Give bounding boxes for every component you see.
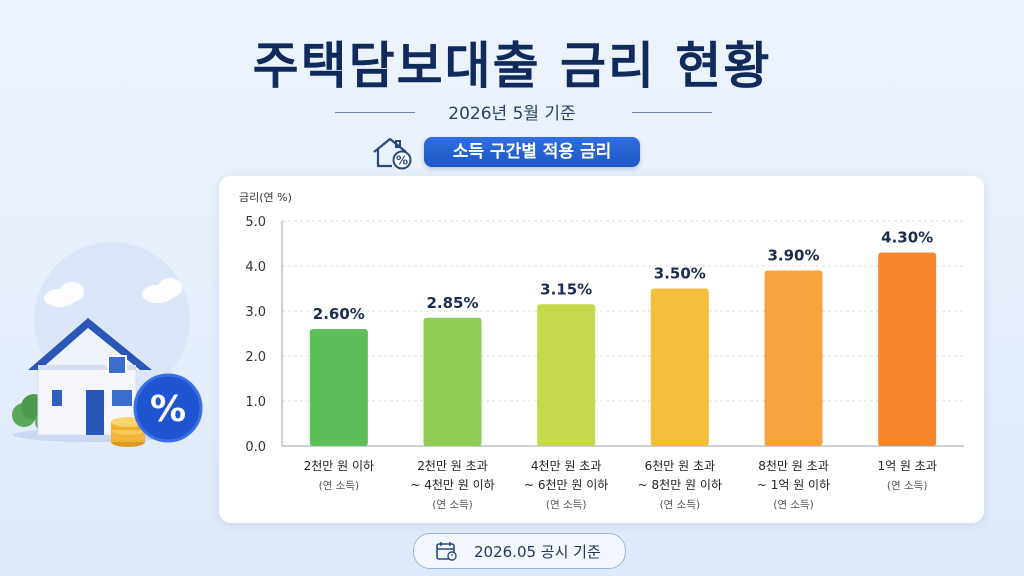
bar-chart: 금리(연 %) 0.0 1.0 2.0 3.0 4.0 5.0 2.60% 2천만 원 이하 (… <box>239 191 964 511</box>
x-tick-label: (연 소득) <box>432 499 473 511</box>
y-tick-label: 3.0 <box>245 305 266 320</box>
subtitle-rule-right <box>632 112 712 113</box>
x-tick-label: 1억 원 초과 <box>877 459 936 473</box>
y-tick-label: 0.0 <box>245 440 266 455</box>
y-tick-label: 1.0 <box>245 395 266 410</box>
x-tick-label: ~ 6천만 원 이하 <box>524 477 608 492</box>
y-tick-label: 2.0 <box>245 350 266 365</box>
y-axis-label: 금리(연 %) <box>239 191 292 204</box>
y-tick-label: 4.0 <box>245 260 266 275</box>
footer-badge: 2026.05 공시 기준 <box>413 533 626 569</box>
bar <box>423 317 482 446</box>
data-label: 3.90% <box>767 247 819 265</box>
x-tick-label: ~ 1억 원 이하 <box>757 478 830 492</box>
x-tick-label: ~ 8천만 원 이하 <box>638 477 722 492</box>
x-tick-label: 2천만 원 초과 <box>417 458 487 473</box>
badge-label: 소득 구간별 적용 금리 <box>424 137 640 167</box>
page-subtitle: 2026년 5월 기준 <box>448 104 576 124</box>
x-tick-label: (연 소득) <box>660 499 701 511</box>
data-label: 3.15% <box>540 280 592 298</box>
subtitle-row: 2026년 5월 기준 <box>0 97 1024 127</box>
bar <box>309 329 368 446</box>
data-label: 4.30% <box>881 229 933 247</box>
svg-text:%: % <box>396 154 408 168</box>
data-label: 2.85% <box>426 294 478 312</box>
house-with-percent-badge-icon: % <box>12 242 203 447</box>
page-title: 주택담보대출 금리 현황 <box>252 37 772 95</box>
calendar-icon <box>436 542 457 561</box>
data-label: 2.60% <box>313 305 365 323</box>
bar <box>764 270 823 446</box>
x-tick-label: 8천만 원 초과 <box>758 458 828 473</box>
subtitle-rule-left <box>335 112 415 113</box>
data-label: 3.50% <box>654 265 706 283</box>
x-tick-label: (연 소득) <box>887 480 928 492</box>
house-percent-icon: % <box>373 137 412 170</box>
x-tick-label: 6천만 원 초과 <box>645 458 715 473</box>
y-tick-label: 5.0 <box>245 215 266 230</box>
x-tick-label: 2천만 원 이하 <box>304 458 374 473</box>
svg-text:%: % <box>150 389 186 430</box>
x-tick-label: (연 소득) <box>319 480 360 492</box>
footer-label: 2026.05 공시 기준 <box>474 543 601 561</box>
x-tick-label: (연 소득) <box>546 499 587 511</box>
bar <box>537 304 596 446</box>
bar <box>878 252 937 446</box>
x-tick-label: 4천만 원 초과 <box>531 458 601 473</box>
chart-card: 금리(연 %) 0.0 1.0 2.0 3.0 4.0 5.0 2.60% 2천만 원 이하 (… <box>219 176 984 523</box>
x-tick-label: (연 소득) <box>773 499 814 511</box>
x-tick-label: ~ 4천만 원 이하 <box>410 477 494 492</box>
bar <box>650 288 709 446</box>
